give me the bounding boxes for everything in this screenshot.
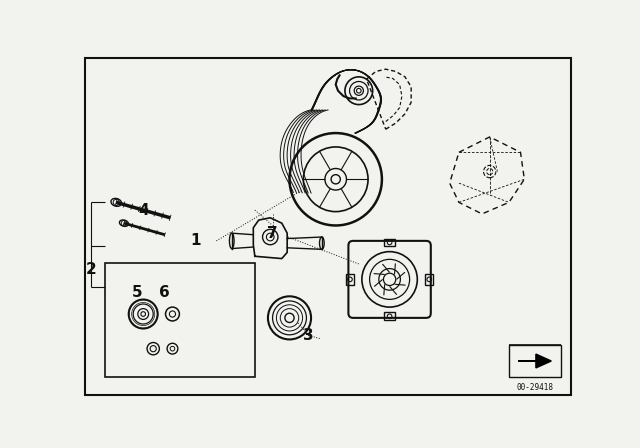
Text: 4: 4 [138,202,148,218]
Text: 2: 2 [86,262,96,277]
Bar [105,263,255,377]
Bar [426,274,433,285]
Text: 5: 5 [132,285,142,300]
Bar [346,274,354,285]
Bar [384,313,395,320]
Text: 6: 6 [159,285,170,300]
Text: 3: 3 [303,328,314,343]
Text: 00-29418: 00-29418 [516,383,554,392]
Bar [384,238,395,246]
Bar [509,345,561,377]
Polygon shape [518,354,551,368]
Text: 7: 7 [268,226,278,241]
Text: 1: 1 [190,233,201,248]
